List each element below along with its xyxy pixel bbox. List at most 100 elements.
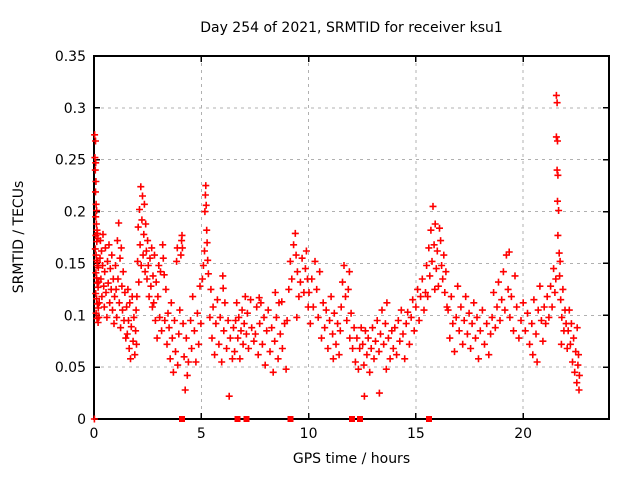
data-point-plus: [563, 345, 571, 352]
data-point-plus: [296, 278, 304, 286]
data-point-plus: [253, 303, 261, 311]
data-point-plus: [154, 293, 162, 301]
data-point-plus: [564, 327, 572, 335]
y-tick-label: 0: [77, 412, 86, 428]
y-tick-label: 0.2: [64, 205, 86, 221]
data-point-plus: [556, 272, 564, 280]
data-point-plus: [143, 275, 151, 283]
data-point-plus: [327, 293, 335, 301]
data-point-plus: [94, 264, 102, 272]
x-tick-label: 5: [197, 426, 206, 442]
data-point-plus: [394, 317, 402, 324]
data-point-plus: [221, 299, 229, 307]
data-point-plus: [274, 355, 282, 363]
data-point-plus: [316, 268, 324, 276]
data-point-plus: [356, 345, 364, 352]
data-point-plus: [172, 348, 179, 356]
data-point-plus: [380, 340, 388, 348]
data-point-plus: [127, 355, 134, 363]
data-point-plus: [423, 262, 431, 269]
data-point-plus: [144, 262, 152, 269]
data-point-plus: [501, 306, 509, 314]
data-point-plus: [412, 303, 420, 311]
data-point-plus: [271, 289, 279, 296]
data-point-plus: [118, 282, 126, 290]
data-point-plus: [146, 254, 154, 262]
data-point-plus: [182, 334, 190, 342]
data-point-plus: [254, 351, 262, 359]
data-point-plus: [428, 257, 436, 265]
data-point-plus: [491, 324, 499, 332]
x-tick-label: 0: [90, 426, 99, 442]
data-point-plus: [94, 304, 102, 312]
data-point-plus: [123, 330, 131, 338]
data-point-plus: [361, 327, 369, 335]
data-point-plus: [321, 324, 329, 332]
y-tick-label: 0.15: [55, 256, 86, 272]
data-point-plus: [451, 348, 458, 356]
data-point-plus: [485, 351, 493, 359]
data-point-plus: [135, 278, 143, 286]
data-point-plus: [553, 166, 561, 174]
data-point-plus: [575, 351, 582, 359]
data-point-plus: [96, 237, 104, 245]
data-point-plus: [359, 340, 367, 348]
y-tick-labels: 0 0.05 0.1 0.15 0.2 0.25 0.3 0.35: [55, 49, 86, 428]
data-point-plus: [324, 345, 332, 352]
data-point-plus: [302, 247, 310, 255]
data-point-plus: [557, 296, 565, 304]
data-point-plus: [533, 358, 541, 366]
data-point-plus: [152, 278, 160, 286]
data-point-plus: [226, 334, 234, 342]
data-point-plus: [314, 313, 322, 321]
data-point-plus: [309, 303, 317, 311]
data-point-plus: [468, 320, 476, 328]
data-point-plus: [269, 368, 277, 376]
data-point-plus: [293, 268, 301, 276]
data-point-plus: [311, 257, 319, 265]
data-point-plus: [197, 320, 205, 328]
data-point-plus: [557, 340, 565, 348]
data-point-plus: [123, 303, 131, 311]
data-point-plus: [382, 365, 390, 373]
data-point-plus: [569, 358, 576, 366]
data-point-plus: [407, 313, 415, 321]
data-point-plus: [100, 282, 108, 290]
data-point-plus: [125, 317, 132, 324]
data-point-plus: [134, 257, 142, 265]
data-point-plus: [201, 247, 208, 255]
data-point-plus: [529, 351, 537, 359]
data-point-plus: [147, 282, 155, 290]
data-point-plus: [337, 303, 345, 311]
data-point-plus: [495, 278, 502, 286]
data-point-plus: [92, 220, 100, 228]
data-point-plus: [574, 361, 582, 369]
data-point-plus: [517, 317, 525, 324]
data-point-plus: [139, 192, 146, 200]
data-point-plus: [108, 251, 116, 259]
data-point-plus: [548, 303, 556, 311]
data-point-plus: [334, 320, 342, 328]
border-rect: [93, 55, 610, 420]
data-point-plus: [92, 200, 100, 208]
data-point-plus: [248, 324, 256, 332]
data-point-plus: [554, 171, 562, 179]
data-point-plus: [530, 296, 538, 304]
data-point-plus: [377, 330, 384, 338]
data-point-plus: [125, 345, 133, 352]
data-point-plus: [487, 330, 495, 338]
data-point-plus: [92, 178, 100, 185]
data-point-plus: [373, 317, 381, 324]
data-point-plus: [184, 358, 192, 366]
data-point-plus: [161, 317, 169, 324]
data-point-plus: [414, 285, 422, 293]
data-point-plus: [151, 317, 159, 324]
data-point-plus: [399, 330, 407, 338]
data-point-plus: [165, 324, 173, 332]
data-point-plus: [142, 247, 150, 255]
data-point-plus: [437, 237, 445, 245]
data-point-plus: [476, 327, 484, 335]
data-point-plus: [178, 244, 186, 252]
data-point-plus: [127, 323, 135, 331]
data-point-plus: [440, 251, 448, 259]
